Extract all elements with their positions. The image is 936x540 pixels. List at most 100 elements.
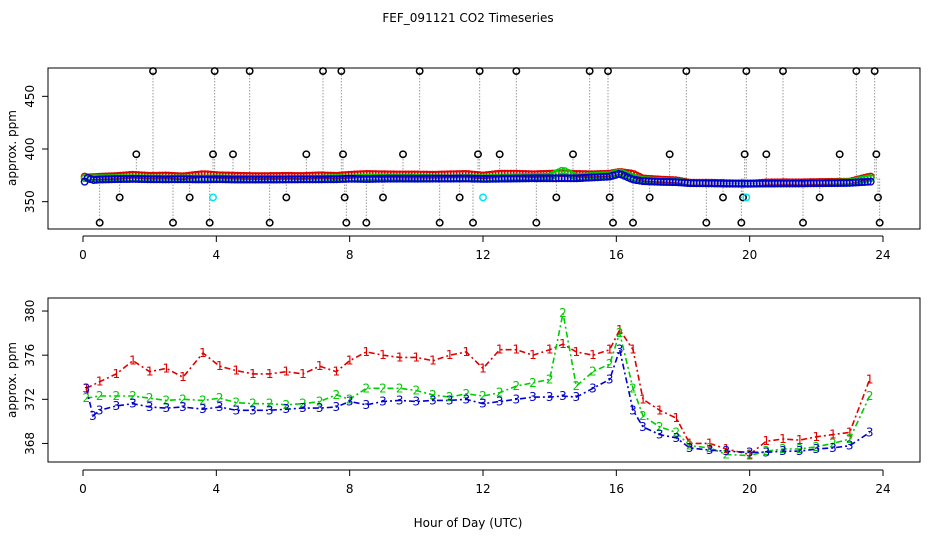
series-3-symbol: 3 [179,400,187,414]
top-black-point [512,67,521,76]
top-black-point [469,218,477,227]
series-2-symbol: 2 [113,389,121,403]
series-1-symbol: 1 [129,354,137,368]
series-1-symbol: 1 [396,350,404,364]
series-1-symbol: 1 [686,436,694,450]
series-2-symbol: 2 [146,391,154,405]
top-drop-lines [99,71,881,223]
series-3-symbol: 3 [283,402,291,416]
series-2-symbol: 2 [616,326,624,340]
series-2-symbol: 2 [746,449,754,463]
series-3-symbol: 3 [779,444,787,458]
series-1-symbol: 1 [779,432,787,446]
series-3-symbol: 3 [379,395,387,409]
bottom-x-axis: 0 4 8 12 16 20 24 [79,469,891,496]
series-2-symbol: 2 [529,376,537,390]
top-black-point [339,150,347,159]
top-black-point [205,218,214,227]
bottom-y-tick-label: 368 [23,432,37,455]
series-3-symbol: 3 [316,401,324,415]
top-black-point [742,67,751,76]
top-black-point [852,67,861,76]
series-2-symbol: 2 [496,386,504,400]
top-black-point [265,218,274,227]
top-x-tick-label: 0 [79,248,87,262]
series-2-symbol: 2 [396,381,404,395]
series-2-symbol: 2 [513,379,521,393]
top-black-point [737,218,746,227]
series-1-symbol: 1 [616,323,624,337]
series-1-symbol: 1 [496,343,504,357]
series-2-symbol: 2 [446,390,454,404]
series-3-symbol: 3 [529,390,537,404]
series-3-symbol: 3 [163,401,171,415]
series-1-symbol: 1 [363,345,371,359]
top-black-point [682,67,691,76]
series-2-symbol: 2 [163,393,171,407]
series-1-symbol: 1 [746,447,754,461]
series-2-symbol: 2 [779,442,787,456]
series-3-symbol: 3 [686,441,694,455]
top-black-point [609,218,617,227]
top-black-point [169,218,177,227]
series-2-symbol: 2 [333,388,341,402]
series-1-symbol: 1 [316,359,324,373]
top-black-point [209,150,217,159]
top-x-tick-label: 4 [213,248,221,262]
series-2-symbol: 2 [83,391,91,405]
series-1-symbol: 1 [573,345,581,359]
top-black-point [229,150,237,159]
series-1-symbol: 1 [163,361,171,375]
series-1-symbol: 1 [866,372,874,386]
series-3-symbol: 3 [673,431,681,445]
series-1-symbol: 1 [379,348,387,362]
series-3-symbol: 3 [723,444,731,458]
series-1-symbol: 1 [529,348,537,362]
series-2-symbol: 2 [129,389,137,403]
series-2-symbol: 2 [606,357,614,371]
series-3-symbol: 3 [83,381,91,395]
series-1-symbol: 1 [813,430,821,444]
top-plot-frame [47,67,921,230]
top-black-point [740,150,749,159]
series-2-symbol: 2 [706,441,714,455]
series-1-symbol: 1 [446,348,454,362]
series-1-symbol: 1 [413,350,421,364]
series-3-symbol: 3 [413,395,421,409]
series-1-symbol: 1 [723,442,731,456]
series-1-symbol: 1 [249,367,257,381]
top-y-tick-label: 350 [23,190,37,213]
top-black-point [585,67,594,76]
top-black-point [362,218,371,227]
series-1-symbol: 1 [299,367,307,381]
series-3-symbol: 3 [266,403,274,417]
series-2-symbol: 2 [179,392,187,406]
series-2-line [86,313,871,457]
top-black-point [569,150,577,159]
series-2-symbol: 2 [629,381,637,395]
series-3-symbol: 3 [706,443,714,457]
bottom-x-tick-label: 20 [742,482,757,496]
series-1-symbol: 1 [829,428,837,442]
top-black-point [302,150,311,159]
top-black-point [415,67,424,76]
series-3-symbol: 3 [429,393,437,407]
series-1-symbol: 1 [763,434,771,448]
top-black-point [340,193,349,202]
top-black-point [132,150,141,159]
series-3-symbol: 3 [513,392,521,406]
series-1-symbol: 1 [673,411,681,425]
series-2-symbol: 2 [639,409,647,423]
series-3-symbol: 3 [396,393,404,407]
series-2-symbol: 2 [656,420,664,434]
series-1-symbol: 1 [346,354,354,368]
series-3-symbol: 3 [479,397,487,411]
top-blue-trace-point [866,177,875,186]
top-black-point [532,218,541,227]
series-3-symbol: 3 [829,441,837,455]
series-1-line [85,328,871,456]
top-black-point [815,193,824,202]
series-1-symbol: 1 [589,348,597,362]
series-3-symbol: 3 [129,397,137,411]
series-2-symbol: 2 [546,372,554,386]
